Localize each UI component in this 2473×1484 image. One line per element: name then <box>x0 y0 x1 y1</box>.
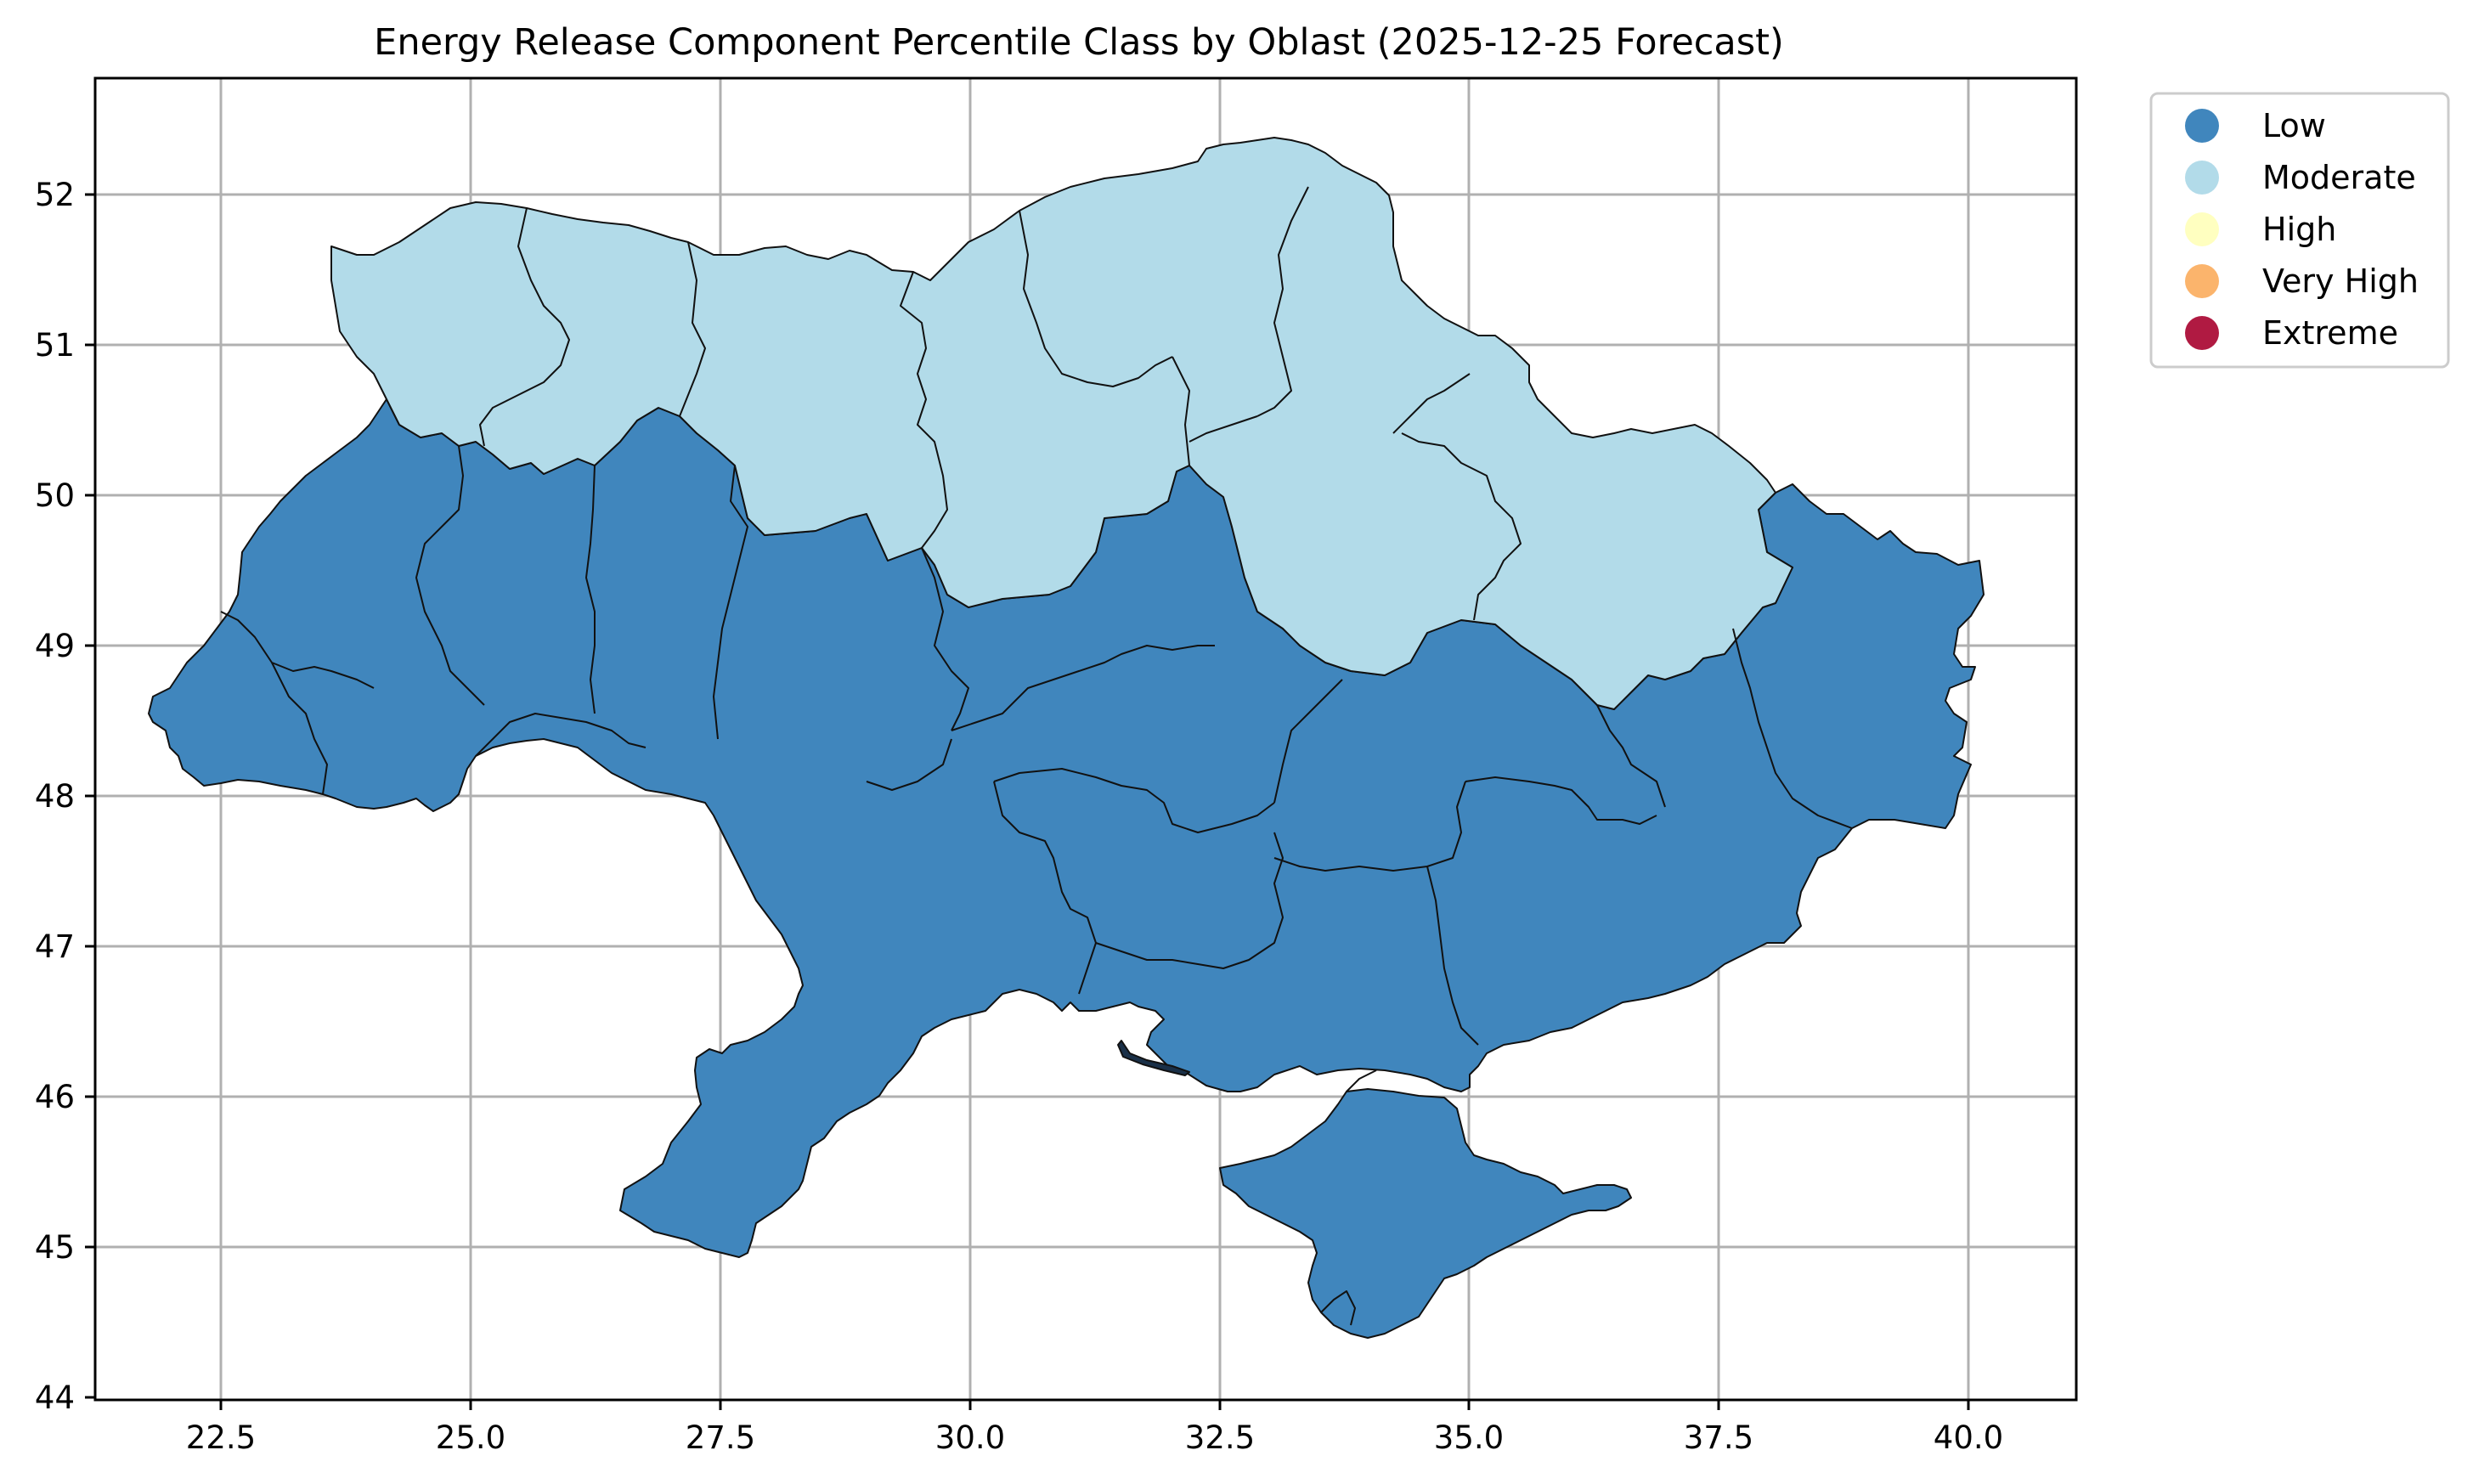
y-tick-label: 48 <box>35 778 75 815</box>
legend-marker-high <box>2185 212 2219 246</box>
legend-label-extreme: Extreme <box>2262 314 2398 352</box>
border-donetsk-luhansk <box>1732 628 1853 829</box>
tendra-spit <box>1117 1040 1190 1076</box>
chart-title: Energy Release Component Percentile Clas… <box>374 21 1784 64</box>
x-tick-label: 40.0 <box>1934 1419 2003 1456</box>
border-mykolaiv-kherson <box>1095 832 1284 969</box>
border-rivne-zhytomyr <box>679 241 706 417</box>
border-zhytomyr-kyiv <box>900 271 948 549</box>
legend: Low Moderate High Very High Extreme <box>2149 92 2450 369</box>
border-zaporizhzhia-donetsk <box>1426 866 1479 1046</box>
border-lviv-zakarpattia <box>220 611 375 689</box>
border-kirovohrad-dnipro <box>1273 679 1343 804</box>
border-kirovohrad-mykolaiv <box>993 768 1275 833</box>
y-tick-label: 46 <box>35 1079 75 1115</box>
y-tick-label: 51 <box>35 327 75 364</box>
legend-label-very-high: Very High <box>2262 262 2419 300</box>
border-sumy-kharkiv <box>1392 373 1471 434</box>
region-low-crimea <box>1219 1088 1632 1339</box>
x-tick-label: 35.0 <box>1434 1419 1504 1456</box>
border-kherson-crimea <box>1346 1069 1377 1092</box>
border-volyn-rivne <box>479 207 570 447</box>
legend-label-low: Low <box>2262 107 2326 144</box>
border-kharkiv-donetsk <box>1596 704 1666 808</box>
border-kyiv-chernihiv <box>1019 210 1173 387</box>
border-khmelnytskyi-vinnytsia <box>713 465 748 740</box>
border-dnipro-donetsk <box>1465 776 1657 825</box>
y-tick-label: 44 <box>35 1380 75 1416</box>
legend-frame <box>2149 92 2450 369</box>
legend-marker-very-high <box>2185 264 2219 298</box>
y-axis: 44 45 46 47 48 49 50 51 52 <box>35 177 95 1416</box>
y-tick-label: 47 <box>35 928 75 965</box>
legend-marker-low <box>2185 109 2219 143</box>
x-tick-label: 22.5 <box>186 1419 256 1456</box>
plot-area-frame <box>93 76 2078 1402</box>
map-regions <box>148 137 1985 1339</box>
border-odesa-mykolaiv <box>993 781 1097 995</box>
border-ternopil-khmelnytskyi <box>585 465 596 714</box>
border-sumy-poltava <box>1189 415 1258 443</box>
x-tick-label: 32.5 <box>1185 1419 1255 1456</box>
x-tick-label: 37.5 <box>1684 1419 1753 1456</box>
legend-marker-extreme <box>2185 316 2219 350</box>
border-dnipro-zaporizhzhia <box>1273 781 1466 872</box>
legend-label-high: High <box>2262 211 2336 248</box>
border-kyiv-poltava <box>1172 356 1190 466</box>
oblast-borders <box>220 186 1853 1326</box>
border-poltava-kharkiv <box>1401 432 1522 621</box>
legend-label-moderate: Moderate <box>2262 159 2416 196</box>
border-ifr-chernivtsi <box>475 713 646 757</box>
border-vinnytsia-cherkasy <box>921 547 969 731</box>
y-tick-label: 49 <box>35 628 75 664</box>
x-tick-label: 25.0 <box>436 1419 505 1456</box>
border-vinnytsia-odesa <box>866 738 952 791</box>
y-tick-label: 45 <box>35 1229 75 1266</box>
y-tick-label: 50 <box>35 477 75 514</box>
border-lviv-ternopil <box>415 445 485 706</box>
border-cherkasy-kirovohrad <box>951 645 1215 731</box>
legend-marker-moderate <box>2185 161 2219 195</box>
x-tick-label: 30.0 <box>935 1419 1005 1456</box>
border-chernihiv-sumy <box>1256 186 1309 417</box>
x-tick-label: 27.5 <box>686 1419 755 1456</box>
border-zakarpattia-ivanofrankivsk <box>271 662 328 795</box>
x-axis: 22.5 25.0 27.5 30.0 32.5 35.0 37.5 40.0 <box>186 1400 2003 1456</box>
border-crimea-sevastopol <box>1320 1290 1356 1326</box>
y-tick-label: 52 <box>35 177 75 213</box>
